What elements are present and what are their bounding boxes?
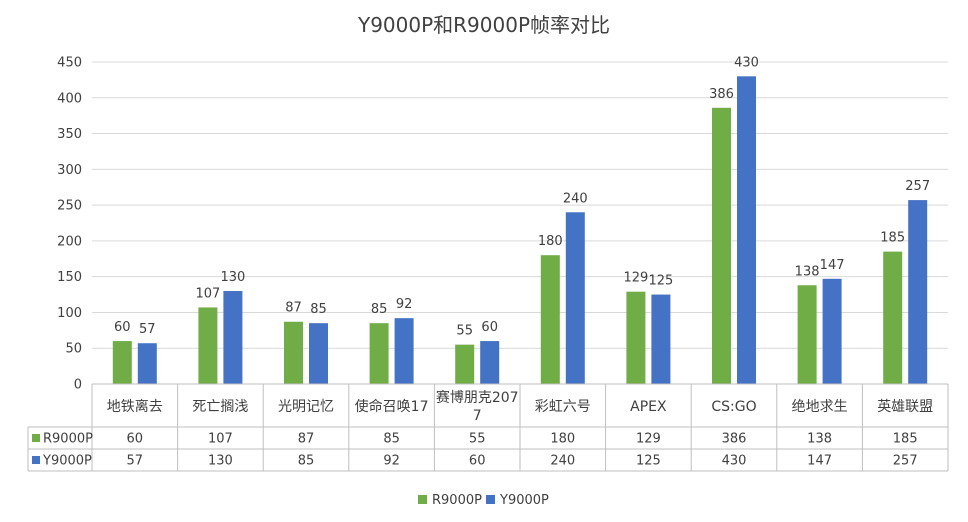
- table-cell: 55: [469, 432, 486, 447]
- bar-r9000p: [284, 321, 303, 384]
- data-label: 185: [880, 231, 905, 246]
- bar-y9000p: [309, 323, 328, 384]
- legend: R9000P Y9000P: [418, 493, 549, 508]
- bar-r9000p: [369, 323, 389, 384]
- table-cell: 57: [127, 454, 144, 469]
- category-label: 地铁离去: [107, 398, 163, 415]
- bar-y9000p: [822, 278, 842, 384]
- table-cell: 180: [550, 432, 575, 447]
- data-labels: 60 107 87 85 55 180 129 386 138 185 57 130 85 92 60 240…: [114, 55, 930, 338]
- data-label: 107: [195, 286, 220, 301]
- category-label: 使命召唤17: [355, 398, 429, 415]
- table-cell: 240: [550, 454, 575, 469]
- bar-y9000p: [137, 343, 157, 384]
- legend-label: R9000P: [432, 493, 482, 508]
- table-cell: 147: [807, 454, 832, 469]
- bars: [112, 76, 928, 385]
- data-label: 60: [481, 320, 498, 335]
- legend-key: [418, 495, 427, 504]
- table-cell: 386: [722, 432, 747, 447]
- y-tick-label: 400: [57, 91, 82, 106]
- y-tick-label: 200: [57, 234, 82, 249]
- data-label: 257: [905, 179, 930, 194]
- table-legend-key: [32, 434, 40, 442]
- data-label: 85: [310, 302, 327, 317]
- y-tick-label: 50: [65, 342, 82, 357]
- y-axis: 0 50 100 150 200 250 300 350 400 450: [57, 56, 82, 393]
- y-tick-label: 450: [57, 56, 82, 71]
- table-cell: 125: [636, 454, 661, 469]
- data-label: 180: [538, 234, 563, 249]
- data-label: 87: [285, 301, 302, 316]
- bar-r9000p: [797, 285, 817, 384]
- category-label: APEX: [630, 399, 667, 415]
- table-legend-key: [32, 456, 40, 464]
- legend-label: Y9000P: [499, 493, 549, 508]
- table-cell: 107: [208, 432, 233, 447]
- bar-r9000p: [198, 307, 218, 384]
- table-cell: 138: [807, 432, 832, 447]
- bar-y9000p: [737, 76, 756, 385]
- y-tick-label: 350: [57, 127, 82, 142]
- bar-y9000p: [394, 318, 414, 384]
- table-cell: 430: [722, 454, 747, 469]
- bar-r9000p: [112, 341, 132, 384]
- table-row-label: R9000P: [43, 432, 93, 447]
- bar-y9000p: [480, 341, 500, 384]
- data-label: 147: [820, 258, 845, 273]
- data-label: 138: [795, 264, 820, 279]
- table-cell: 130: [208, 454, 233, 469]
- data-label: 92: [396, 297, 413, 312]
- data-label: 60: [114, 320, 131, 335]
- data-label: 57: [139, 322, 156, 337]
- bar-y9000p: [651, 294, 671, 384]
- bar-r9000p: [883, 251, 903, 384]
- data-label: 430: [734, 55, 759, 70]
- bar-y9000p: [908, 200, 928, 384]
- table-cell: 185: [893, 432, 918, 447]
- table-cell: 92: [383, 454, 400, 469]
- bar-r9000p: [540, 255, 560, 384]
- data-label: 55: [456, 324, 473, 339]
- bar-y9000p: [223, 290, 243, 384]
- data-label: 240: [563, 191, 588, 206]
- category-label: 英雄联盟: [877, 398, 933, 415]
- table-cell: 257: [893, 454, 918, 469]
- y-tick-label: 250: [57, 199, 82, 214]
- category-label: 7: [473, 408, 482, 424]
- chart-title: Y9000P和R9000P帧率对比: [357, 13, 610, 37]
- category-label: 彩虹六号: [535, 399, 591, 415]
- table-cell: 85: [298, 454, 315, 469]
- bar-r9000p: [455, 344, 475, 384]
- category-label: 赛博朋克207: [436, 389, 519, 406]
- table-cell: 60: [127, 432, 144, 447]
- data-label: 125: [648, 274, 673, 289]
- bar-r9000p: [712, 107, 731, 384]
- data-label: 129: [623, 271, 648, 286]
- category-label: 光明记忆: [278, 399, 334, 415]
- data-table: 地铁离去 死亡搁浅 光明记忆 使命召唤17 赛博朋克207 7 彩虹六号 APEX CS:GO 绝…: [27, 383, 949, 472]
- y-tick-label: 300: [57, 163, 82, 178]
- data-label: 130: [220, 270, 245, 285]
- table-cell: 60: [469, 454, 486, 469]
- legend-key: [486, 495, 495, 504]
- bar-y9000p: [565, 212, 585, 384]
- category-label: 绝地求生: [792, 399, 848, 415]
- category-label: CS:GO: [711, 399, 756, 415]
- table-row-label: Y9000P: [42, 454, 92, 469]
- table-cell: 129: [636, 432, 661, 447]
- y-tick-label: 100: [57, 306, 82, 321]
- gridlines: [92, 61, 948, 385]
- y-tick-label: 150: [57, 270, 82, 285]
- bar-r9000p: [626, 291, 646, 384]
- y-tick-label: 0: [74, 378, 82, 393]
- table-cell: 87: [298, 432, 315, 447]
- data-label: 85: [371, 302, 388, 317]
- table-cell: 85: [383, 432, 400, 447]
- data-label: 386: [709, 87, 734, 102]
- category-label: 死亡搁浅: [192, 399, 248, 415]
